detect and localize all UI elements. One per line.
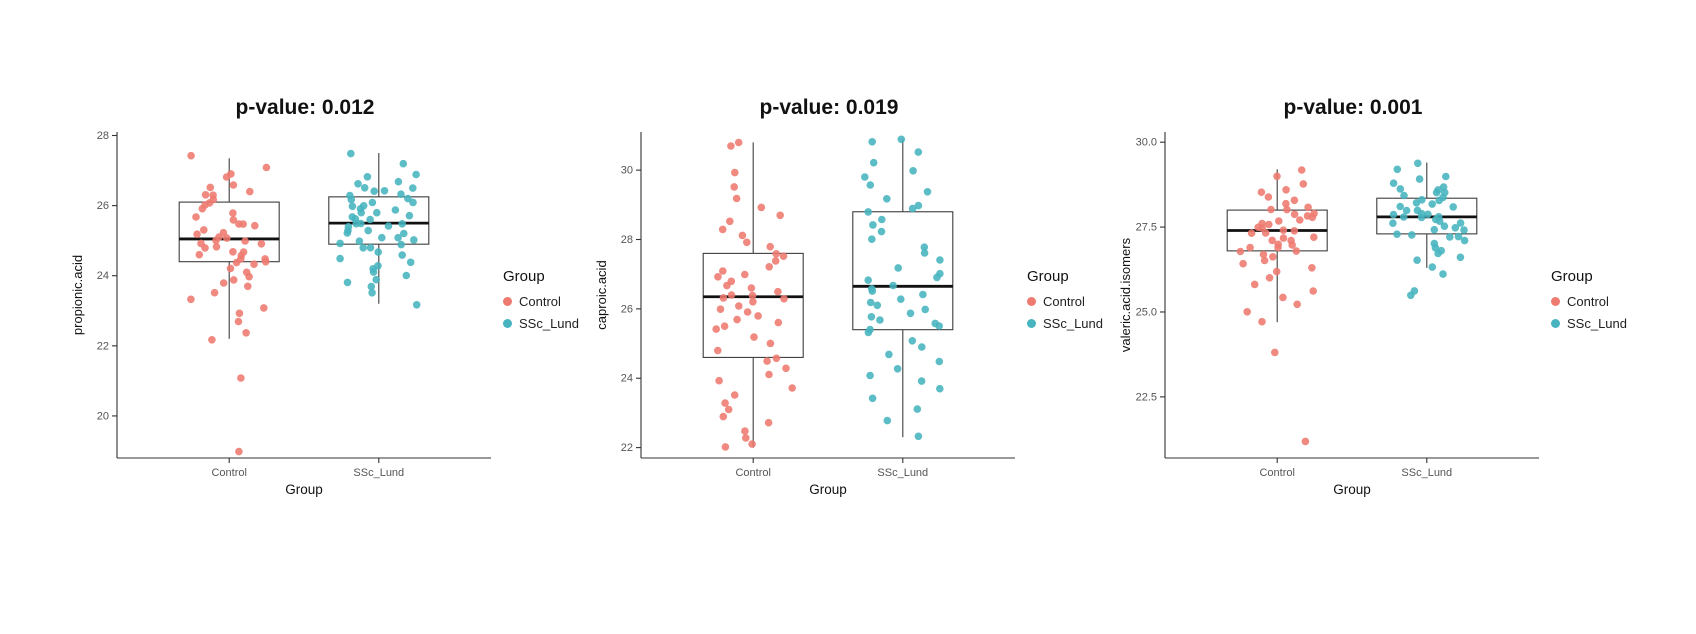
svg-text:20: 20: [97, 410, 109, 422]
chart-title: p-value: 0.019: [759, 96, 899, 119]
svg-text:22: 22: [97, 340, 109, 352]
chart-title: p-value: 0.012: [235, 96, 375, 119]
legend-item-label: SSc_Lund: [1567, 315, 1627, 331]
legend-item-label: Control: [1043, 293, 1085, 309]
legend: Group Control SSc_Lund: [1027, 268, 1103, 331]
plot-column: p-value: 0.019 22 24 26 28 30 Control SSc_Lund…: [593, 96, 1023, 502]
control-dot-icon: [1551, 296, 1560, 306]
ssc-lund-dot-icon: [1027, 318, 1036, 328]
control-dot-icon: [503, 296, 512, 306]
svg-text:propionic.acid: propionic.acid: [70, 255, 85, 335]
legend-item-label: SSc_Lund: [519, 315, 579, 331]
svg-text:Group: Group: [285, 482, 323, 497]
svg-text:SSc_Lund: SSc_Lund: [1401, 467, 1452, 479]
legend-item-label: SSc_Lund: [1043, 315, 1103, 331]
ssc-lund-dot-icon: [1551, 318, 1560, 328]
svg-text:26: 26: [621, 303, 633, 315]
svg-text:22.5: 22.5: [1136, 391, 1157, 403]
svg-text:27.5: 27.5: [1136, 222, 1157, 234]
svg-text:Group: Group: [1333, 482, 1371, 497]
panel-valeric-acid-isomers: p-value: 0.001 22.5 25.0 27.5 30.0 Control SS…: [1117, 96, 1627, 502]
svg-text:26: 26: [97, 200, 109, 212]
svg-text:Control: Control: [211, 467, 246, 479]
legend-item-label: Control: [519, 293, 561, 309]
svg-text:SSc_Lund: SSc_Lund: [877, 467, 928, 479]
charts-row: p-value: 0.012 20 22 24 26 28 Control SSc_Lund…: [69, 96, 1627, 502]
svg-text:22: 22: [621, 442, 633, 454]
svg-text:28: 28: [621, 234, 633, 246]
svg-text:24: 24: [621, 373, 633, 385]
plot-column: p-value: 0.012 20 22 24 26 28 Control SSc_Lund…: [69, 96, 499, 502]
svg-text:Control: Control: [735, 467, 770, 479]
plot-column: p-value: 0.001 22.5 25.0 27.5 30.0 Control SS…: [1117, 96, 1547, 502]
legend-item-control: Control: [503, 294, 579, 309]
control-dot-icon: [1027, 296, 1036, 306]
legend-item-control: Control: [1027, 294, 1103, 309]
ssc-lund-dot-icon: [503, 318, 512, 328]
legend: Group Control SSc_Lund: [503, 268, 579, 331]
panel-propionic-acid: p-value: 0.012 20 22 24 26 28 Control SSc_Lund…: [69, 96, 579, 502]
panel-caproic-acid: p-value: 0.019 22 24 26 28 30 Control SSc_Lund…: [593, 96, 1103, 502]
legend-item-ssc-lund: SSc_Lund: [503, 316, 579, 331]
chart-title: p-value: 0.001: [1283, 96, 1423, 119]
svg-text:Group: Group: [809, 482, 847, 497]
legend-item-control: Control: [1551, 294, 1627, 309]
svg-text:SSc_Lund: SSc_Lund: [353, 467, 404, 479]
legend-item-label: Control: [1567, 293, 1609, 309]
legend: Group Control SSc_Lund: [1551, 268, 1627, 331]
svg-text:30: 30: [621, 165, 633, 177]
legend-item-ssc-lund: SSc_Lund: [1027, 316, 1103, 331]
svg-text:24: 24: [97, 270, 109, 282]
legend-title: Group: [503, 267, 545, 285]
svg-text:Control: Control: [1259, 467, 1294, 479]
boxplot-chart-propionic-acid: 20 22 24 26 28 Control SSc_Lund Group propionic.…: [70, 130, 491, 497]
svg-text:valeric.acid.isomers: valeric.acid.isomers: [1118, 237, 1133, 352]
svg-text:25.0: 25.0: [1136, 306, 1157, 318]
boxplot-chart-caproic-acid: 22 24 26 28 30 Control SSc_Lund Group caproic.ac…: [594, 132, 1015, 497]
legend-title: Group: [1027, 267, 1069, 285]
legend-item-ssc-lund: SSc_Lund: [1551, 316, 1627, 331]
svg-text:caproic.acid: caproic.acid: [594, 260, 609, 329]
boxplot-chart-valeric-acid-isomers: 22.5 25.0 27.5 30.0 Control SSc_Lund Group vale…: [1118, 132, 1539, 497]
svg-text:30.0: 30.0: [1136, 137, 1157, 149]
svg-text:28: 28: [97, 130, 109, 142]
legend-title: Group: [1551, 267, 1593, 285]
